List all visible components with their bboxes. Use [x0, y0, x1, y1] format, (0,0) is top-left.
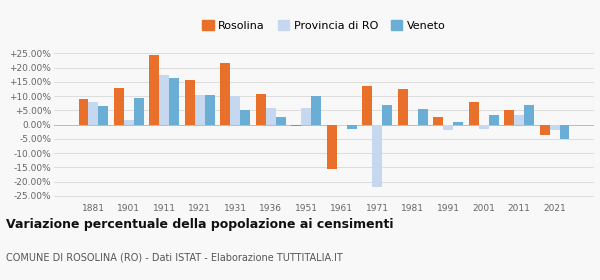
Bar	[469, 102, 479, 125]
Bar	[560, 125, 569, 139]
Bar	[347, 125, 356, 129]
Bar	[220, 63, 230, 125]
Bar	[266, 108, 276, 125]
Bar	[134, 97, 144, 125]
Bar	[453, 122, 463, 125]
Bar	[276, 118, 286, 125]
Bar	[240, 110, 250, 125]
Bar	[504, 110, 514, 125]
Bar	[550, 125, 560, 130]
Bar	[398, 89, 408, 125]
Bar	[382, 105, 392, 125]
Bar	[301, 108, 311, 125]
Bar	[418, 109, 428, 125]
Bar	[124, 120, 134, 125]
Bar	[362, 86, 372, 125]
Bar	[230, 96, 240, 125]
Bar	[98, 106, 109, 125]
Bar	[205, 95, 215, 125]
Bar	[443, 125, 453, 130]
Bar	[524, 105, 534, 125]
Text: Variazione percentuale della popolazione ai censimenti: Variazione percentuale della popolazione…	[6, 218, 394, 231]
Bar	[169, 78, 179, 125]
Bar	[311, 96, 321, 125]
Bar	[337, 125, 347, 126]
Bar	[479, 125, 488, 129]
Bar	[539, 125, 550, 135]
Bar	[433, 118, 443, 125]
Bar	[160, 75, 169, 125]
Bar	[114, 88, 124, 125]
Bar	[149, 55, 160, 125]
Bar	[88, 102, 98, 125]
Bar	[256, 94, 266, 125]
Text: COMUNE DI ROSOLINA (RO) - Dati ISTAT - Elaborazione TUTTITALIA.IT: COMUNE DI ROSOLINA (RO) - Dati ISTAT - E…	[6, 252, 343, 262]
Bar	[372, 125, 382, 187]
Legend: Rosolina, Provincia di RO, Veneto: Rosolina, Provincia di RO, Veneto	[198, 16, 450, 35]
Bar	[79, 99, 88, 125]
Bar	[185, 80, 195, 125]
Bar	[195, 95, 205, 125]
Bar	[327, 125, 337, 169]
Bar	[292, 125, 301, 126]
Bar	[514, 115, 524, 125]
Bar	[488, 115, 499, 125]
